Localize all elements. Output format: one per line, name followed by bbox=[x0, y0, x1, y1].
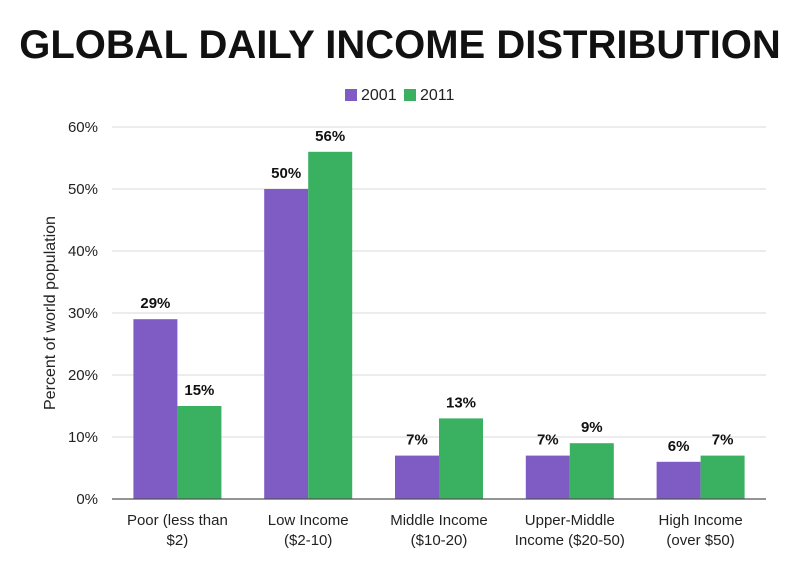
data-label-2011: 13% bbox=[446, 394, 476, 411]
y-tick-label: 40% bbox=[68, 243, 98, 260]
bar-2011 bbox=[700, 455, 745, 499]
y-tick-label: 60% bbox=[68, 119, 98, 136]
category-labels: Poor (less than $2) Low Income ($2-10) Middl… bbox=[127, 512, 743, 549]
data-label-2001: 7% bbox=[537, 432, 559, 449]
data-labels: 29% 50% 7% 7% 6% 15% 56% 13% 9% 7% bbox=[140, 128, 733, 455]
bars bbox=[133, 151, 745, 500]
legend-label-2001: 2001 bbox=[361, 87, 397, 104]
data-label-2011: 7% bbox=[712, 432, 734, 449]
bar-2011 bbox=[308, 151, 353, 500]
data-label-2011: 15% bbox=[184, 382, 214, 399]
data-label-2001: 29% bbox=[140, 295, 170, 312]
y-tick-label: 30% bbox=[68, 305, 98, 322]
y-tick-label: 20% bbox=[68, 367, 98, 384]
category-label: Low Income ($2-10) bbox=[268, 512, 349, 549]
y-tick-label: 50% bbox=[68, 181, 98, 198]
legend-swatch-2001 bbox=[345, 89, 357, 101]
legend: 2001 2011 bbox=[345, 87, 455, 104]
bar-2011 bbox=[177, 406, 222, 499]
legend-label-2011: 2011 bbox=[420, 87, 455, 104]
bar-2001 bbox=[395, 455, 439, 499]
bar-2001 bbox=[525, 455, 570, 499]
y-axis-label: Percent of world population bbox=[42, 216, 59, 410]
chart-title: GLOBAL DAILY INCOME DISTRIBUTION bbox=[19, 23, 781, 67]
data-label-2001: 7% bbox=[406, 432, 428, 449]
data-label-2011: 9% bbox=[581, 419, 603, 436]
data-label-2011: 56% bbox=[315, 128, 345, 145]
category-label: High Income (over $50) bbox=[658, 512, 742, 549]
bar-2011 bbox=[569, 443, 614, 499]
data-label-2001: 6% bbox=[668, 438, 690, 455]
category-label: Upper-Middle Income ($20-50) bbox=[515, 512, 625, 549]
gridlines bbox=[112, 126, 766, 438]
y-axis-ticks: 0% 10% 20% 30% 40% 50% 60% bbox=[68, 119, 98, 508]
category-label: Middle Income ($10-20) bbox=[390, 512, 488, 549]
bar-2001 bbox=[264, 189, 309, 499]
y-tick-label: 10% bbox=[68, 429, 98, 446]
bar-2011 bbox=[439, 418, 483, 499]
data-label-2001: 50% bbox=[271, 165, 301, 182]
bar-2001 bbox=[133, 319, 178, 499]
bar-2001 bbox=[656, 461, 701, 499]
category-label: Poor (less than $2) bbox=[127, 512, 228, 549]
y-tick-label: 0% bbox=[76, 491, 98, 508]
legend-swatch-2011 bbox=[404, 89, 416, 101]
